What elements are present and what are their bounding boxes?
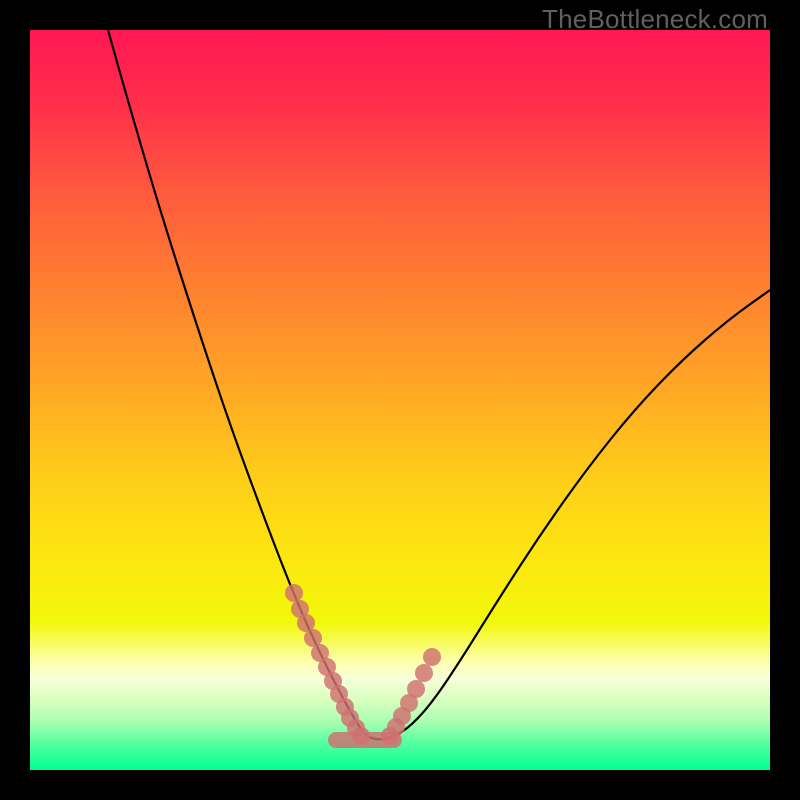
valley-marker-dot <box>407 680 425 698</box>
plot-area <box>30 30 770 770</box>
valley-markers-right <box>381 648 441 745</box>
curve-layer <box>30 30 770 770</box>
valley-marker-dot <box>415 664 433 682</box>
watermark-text: TheBottleneck.com <box>542 4 768 35</box>
valley-marker-dot <box>423 648 441 666</box>
valley-marker-dot <box>285 584 303 602</box>
chart-stage: TheBottleneck.com <box>0 0 800 800</box>
valley-markers-left <box>285 584 370 745</box>
valley-marker-dot <box>352 727 370 745</box>
bottleneck-v-curve <box>108 30 770 739</box>
